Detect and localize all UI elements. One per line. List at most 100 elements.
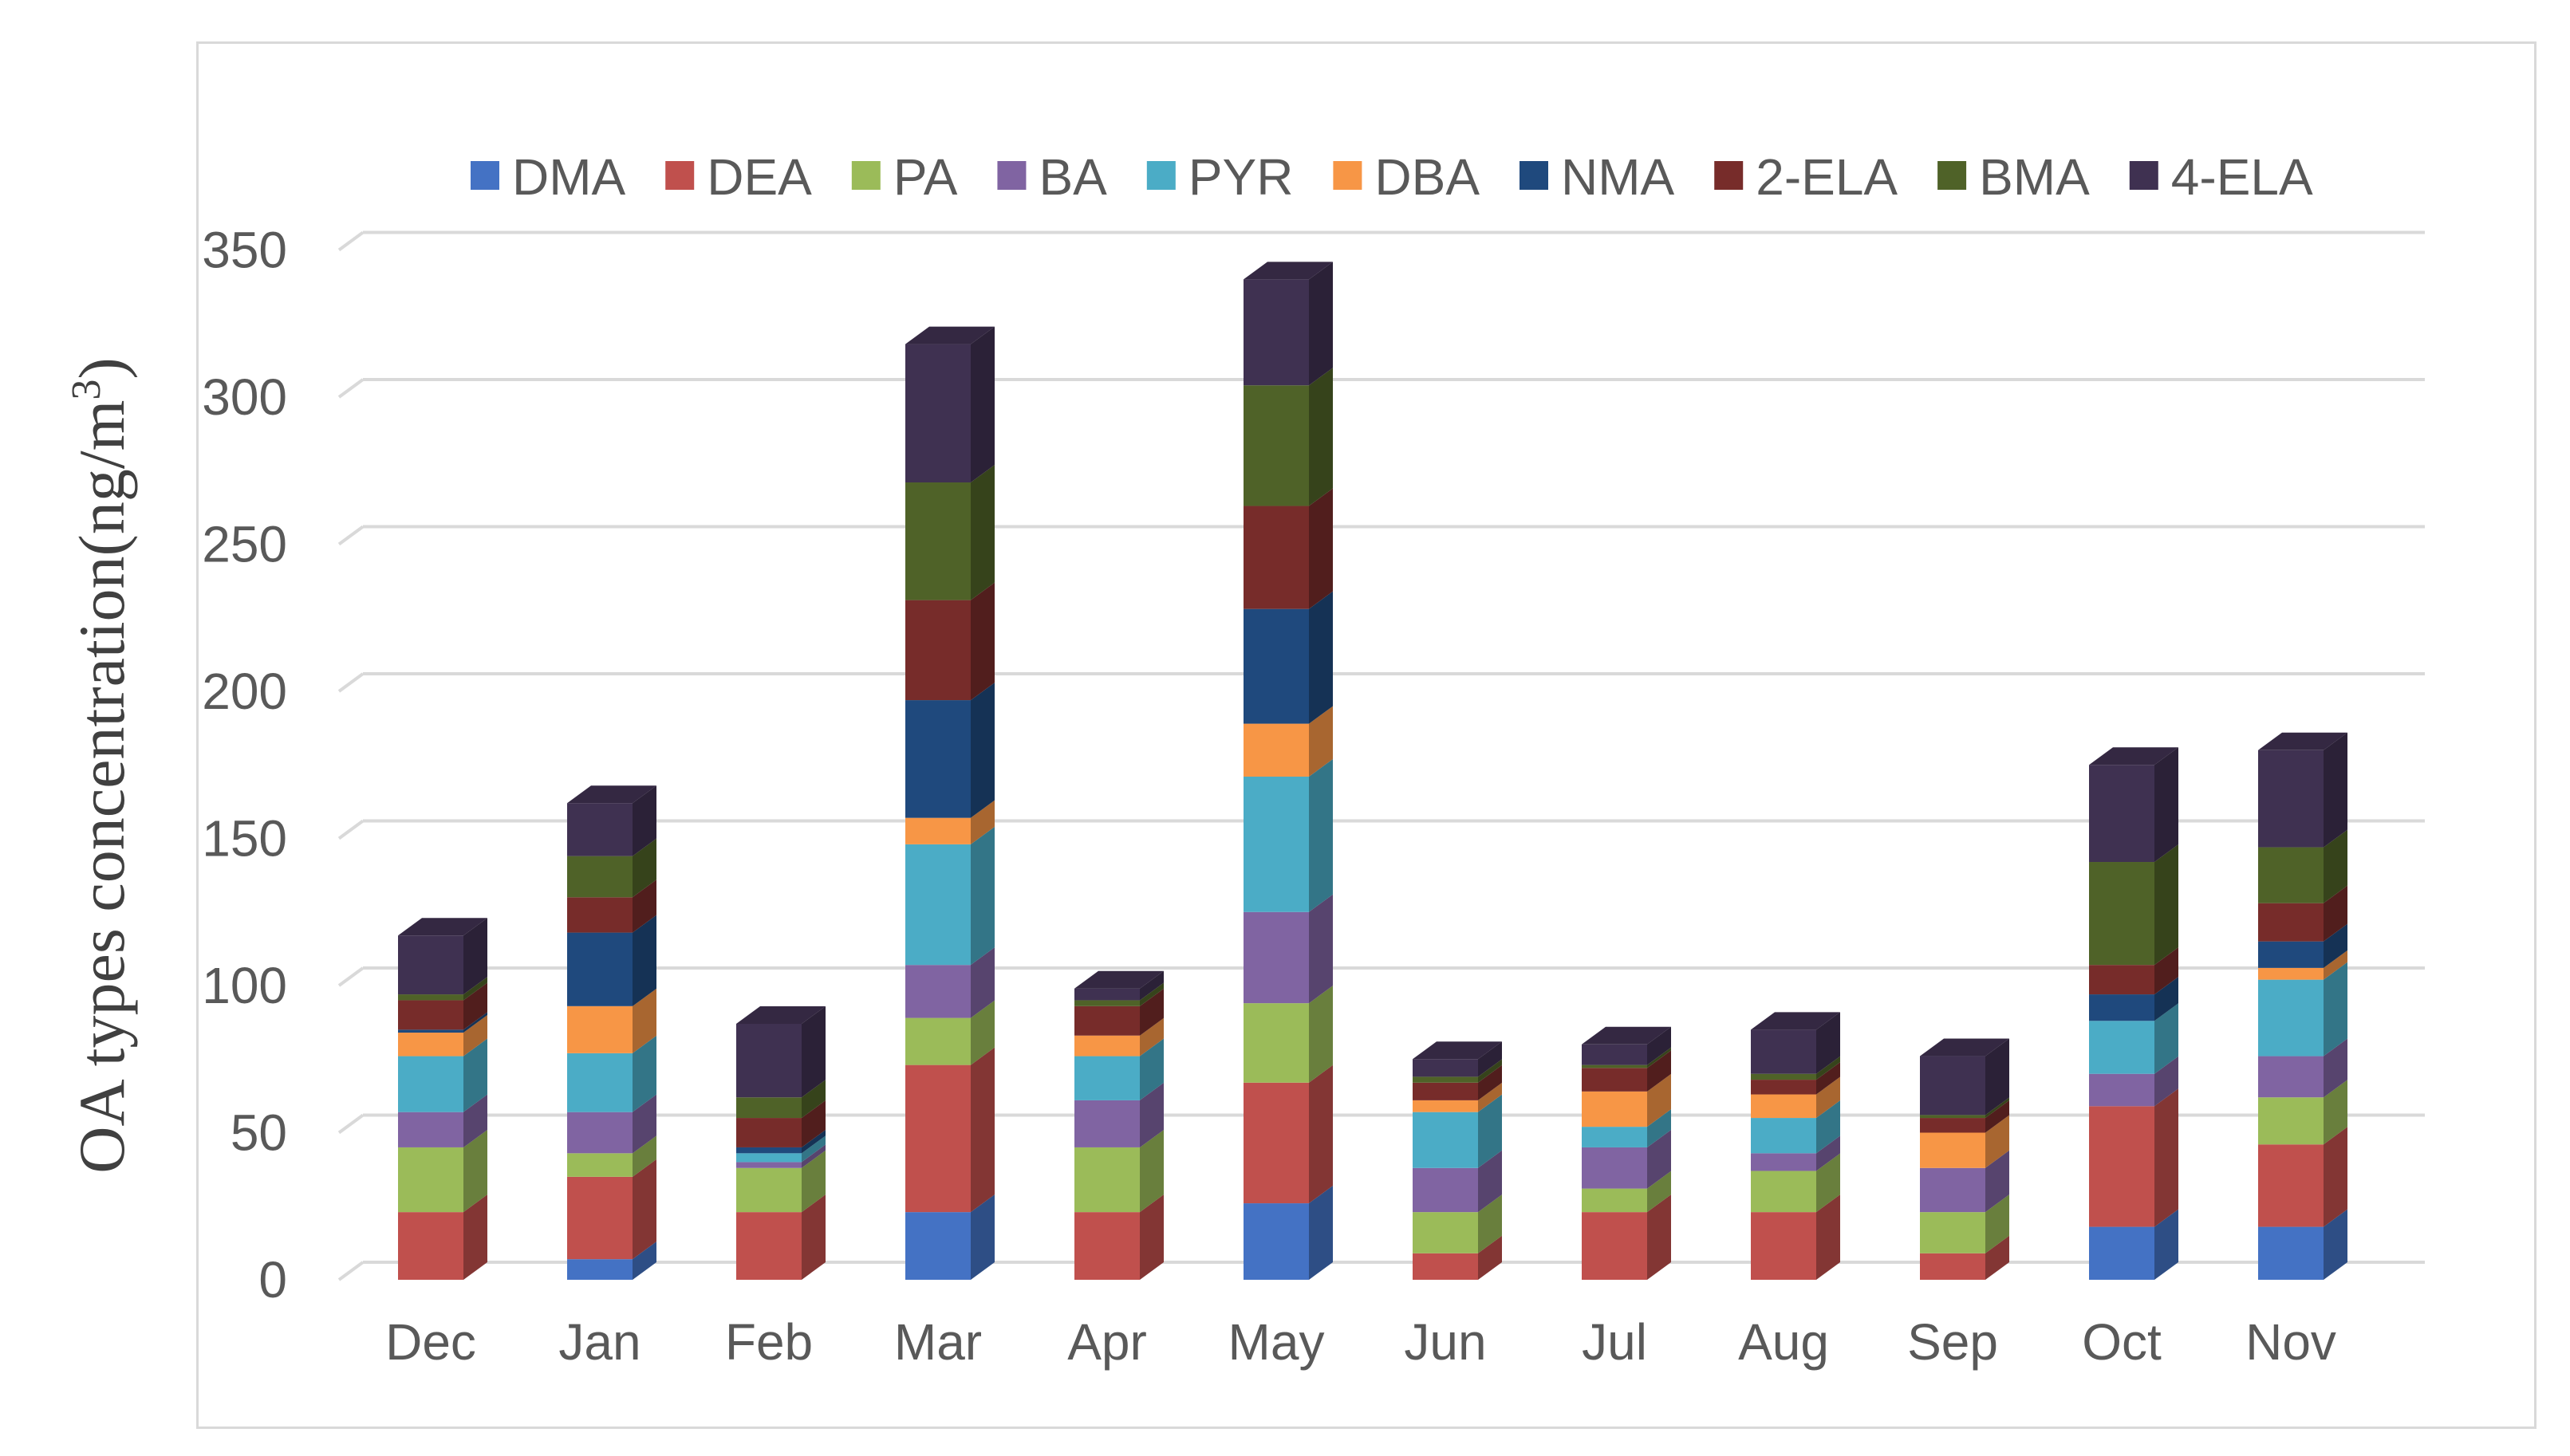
bar-segment-side-4-ela [1478,1041,1502,1077]
bar-segment-dea [567,1176,633,1260]
bar-segment-side-bma [463,977,487,1001]
bar-segment-side-pa [1140,1129,1164,1213]
x-tick-label-oct: Oct [2082,1313,2162,1371]
bar-segment-2-ela [2258,903,2324,942]
bar-segment-bma [1582,1064,1647,1068]
bar-stack-apr [1074,970,1164,1280]
legend-label: 4-ELA [2171,148,2313,206]
y-axis-ticks: 0 50 100 150 200 250 300 350 [202,222,287,1309]
bar-segment-bma [1920,1115,1985,1119]
bar-segment-4-ela [1244,279,1309,386]
bar-segment-dea [2089,1106,2154,1227]
bar-segment-2-ela [1074,1005,1140,1036]
bar-segment-bma [1244,385,1309,506]
bar-segment-pyr [1074,1056,1140,1100]
bar-segment-side-2-ela [2154,947,2178,995]
bar-stack-jan [567,785,656,1280]
legend-label: DMA [512,148,626,206]
bar-top-feb [736,1005,826,1024]
bar-segment-bma [1413,1076,1478,1083]
bar-top-nov [2258,732,2347,750]
bar-segment-side-4-ela [2154,747,2178,863]
bar-segment-pyr [1413,1112,1478,1168]
bar-segment-side-pyr [971,826,995,966]
bar-segment-side-2-ela [802,1100,826,1147]
legend-swatch [471,161,499,190]
bar-segment-bma [2089,862,2154,966]
bar-segment-dea [398,1212,463,1280]
bar-segment-2-ela [1582,1068,1647,1092]
bar-segment-ba [567,1112,633,1154]
y-tick-label: 250 [202,516,287,573]
bar-segment-dba [1413,1100,1478,1112]
legend-item-bma: BMA [1937,148,2090,206]
bar-segment-ba [905,965,971,1018]
bar-segment-pa [1074,1147,1140,1213]
bar-top-jun [1413,1041,1502,1060]
bar-segment-side-pa [633,1135,656,1177]
bar-segment-2-ela [905,600,971,701]
bar-top-mar [905,326,995,344]
y-tick-label: 50 [231,1104,287,1162]
legend-item-ba: BA [997,148,1107,206]
bar-segment-dba [1751,1094,1816,1119]
bar-segment-side-2-ela [1478,1064,1502,1100]
bar-segment-side-pyr [1478,1094,1502,1168]
bar-segment-side-nma [2324,923,2347,968]
bar-top-aug [1751,1012,1840,1030]
bar-segment-dea [2258,1144,2324,1227]
legend-swatch [665,161,695,190]
bar-segment-side-2-ela [1140,988,1164,1036]
bar-segment-side-dba [971,800,995,844]
y-tick-label: 350 [202,222,287,279]
bar-top-dec [398,918,487,936]
x-tick-label-sep: Sep [1907,1313,1998,1371]
bar-segment-side-2-ela [463,982,487,1030]
bar-segment-side-4-ela [463,918,487,995]
legend-swatch [1714,161,1744,190]
bar-segment-side-dea [633,1159,656,1260]
legend-label: PYR [1188,148,1294,206]
bar-stack-nov [2258,732,2347,1280]
legend: DMA DEA PA BA PYR DBA NMA 2-ELA BMA 4-ELA [471,148,2313,206]
legend-item-4-ela: 4-ELA [2129,148,2313,206]
bar-segment-side-pa [1985,1194,2009,1253]
bar-segment-2-ela [1244,506,1309,609]
bar-segment-side-pa [1478,1194,1502,1253]
gridline-diagonal [337,1261,365,1281]
bar-segment-side-4-ela [971,326,995,483]
bar-segment-ba [1751,1153,1816,1171]
bar-top-jul [1582,1026,1671,1045]
bar-segment-dba [1920,1132,1985,1168]
bar-segment-dea [1920,1253,1985,1280]
bar-segment-side-pa [971,1000,995,1065]
bar-segment-pyr [736,1153,802,1163]
bar-segment-bma [398,994,463,1001]
bar-segment-2-ela [398,1000,463,1030]
bar-segment-side-2-ela [1309,488,1333,609]
bar-segment-side-dba [1478,1082,1502,1112]
bar-top-oct [2089,747,2178,765]
bar-segment-side-dea [1985,1235,2009,1280]
bar-segment-dea [1074,1212,1140,1280]
bar-segment-side-pyr [2154,1003,2178,1074]
bar-segment-dea [1751,1212,1816,1280]
bar-segment-side-bma [1140,982,1164,1006]
bar-segment-ba [1244,911,1309,1004]
bar-segment-nma [567,932,633,1006]
gridline-diagonal [337,1113,365,1135]
bar-segment-dma [2089,1226,2154,1280]
bar-segment-nma [905,700,971,818]
bar-segment-side-pyr [1816,1100,1840,1154]
bar-segment-side-pyr [2324,962,2347,1057]
bar-segment-side-dea [1478,1235,1502,1280]
x-tick-label-jan: Jan [558,1313,641,1371]
bar-segment-dma [905,1212,971,1280]
bar-segment-side-4-ela [1140,970,1164,1001]
bar-segment-bma [736,1097,802,1119]
bar-segment-dba [1074,1035,1140,1057]
bar-segment-side-dma [633,1242,656,1280]
bar-top-sep [1920,1038,2009,1057]
gridline-diagonal [337,966,365,987]
bar-segment-dba [905,817,971,844]
